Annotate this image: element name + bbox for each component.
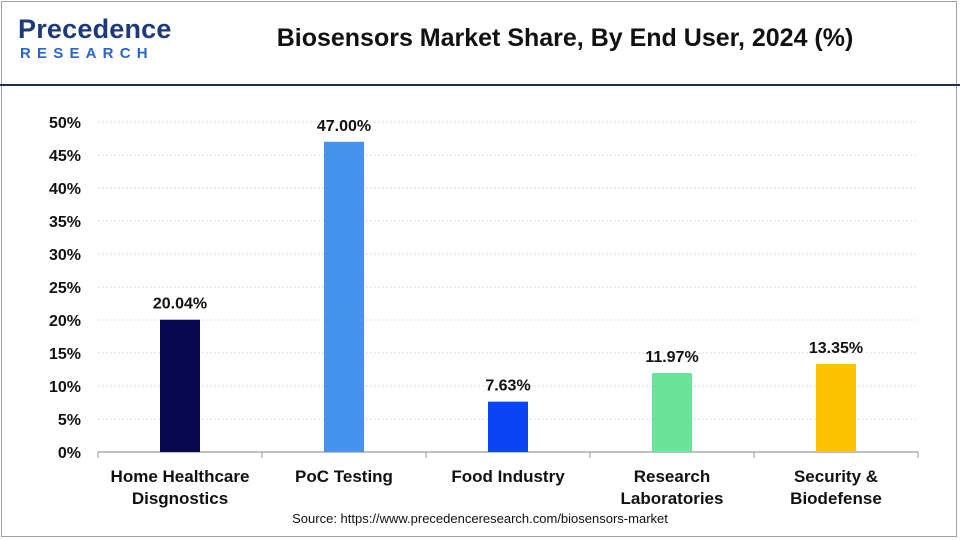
logo-subtitle: RESEARCH [20,45,154,62]
y-tick-label: 20% [49,313,81,330]
category-label: Home Healthcare [111,467,250,486]
data-label: 13.35% [809,340,863,357]
category-label: Biodefense [790,489,882,508]
data-label: 47.00% [317,118,371,135]
category-label: Security & [794,467,878,486]
bar [652,372,692,452]
category-label: Laboratories [621,489,724,508]
data-label: 11.97% [645,349,698,366]
chart-title: Biosensors Market Share, By End User, 20… [276,24,854,52]
y-tick-label: 15% [49,346,81,363]
category-label: Research [634,467,711,486]
category-label: Food Industry [451,467,565,486]
y-tick-label: 40% [49,181,81,198]
data-label: 20.04% [153,296,207,313]
y-tick-label: 45% [49,148,81,165]
data-label: 7.63% [485,378,530,395]
y-tick-label: 25% [49,280,81,297]
header: Precedence RESEARCH Biosensors Market Sh… [0,0,960,86]
y-tick-label: 35% [49,214,81,231]
bar [324,141,364,453]
bar-chart: 0% 5% 10% 15% 20% 25% 30% 35% 40% 45% 50% 20.04% Hom… [49,115,919,508]
category-label: PoC Testing [295,467,393,486]
source-note: Source: https://www.precedenceresearch.c… [292,511,668,526]
y-tick-label: 10% [49,379,81,396]
y-tick-label: 5% [58,412,81,429]
y-tick-label: 30% [49,247,81,264]
bar [160,319,200,452]
bar [816,363,856,452]
y-tick-label: 0% [58,445,81,462]
y-tick-label: 50% [49,115,81,132]
logo-wordmark: Precedence [18,14,172,44]
precedence-research-logo: Precedence RESEARCH [18,14,171,66]
category-label: Disgnostics [132,489,228,508]
bar [488,401,528,452]
